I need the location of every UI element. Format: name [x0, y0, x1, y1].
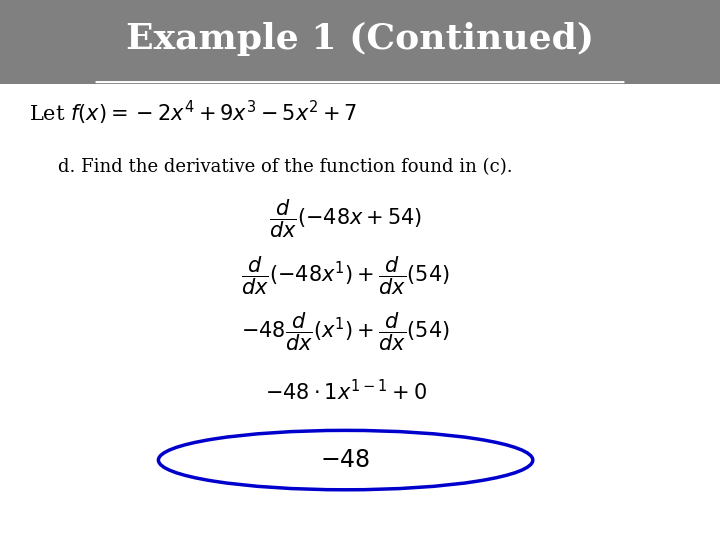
FancyBboxPatch shape	[0, 0, 720, 84]
Text: $-48$: $-48$	[320, 449, 371, 471]
Text: $-48\dfrac{d}{dx}(x^1) + \dfrac{d}{dx}(54)$: $-48\dfrac{d}{dx}(x^1) + \dfrac{d}{dx}(5…	[241, 311, 450, 353]
Text: $\dfrac{d}{dx}(-48x^1) + \dfrac{d}{dx}(54)$: $\dfrac{d}{dx}(-48x^1) + \dfrac{d}{dx}(5…	[241, 254, 450, 296]
Text: $\dfrac{d}{dx}(-48x + 54)$: $\dfrac{d}{dx}(-48x + 54)$	[269, 198, 422, 240]
Text: d. Find the derivative of the function found in (c).: d. Find the derivative of the function f…	[58, 158, 512, 177]
Text: Example 1 (Continued): Example 1 (Continued)	[126, 22, 594, 56]
Text: Let $f(x) = -2x^4 + 9x^3 - 5x^2 + 7$: Let $f(x) = -2x^4 + 9x^3 - 5x^2 + 7$	[29, 99, 357, 127]
Text: $-48 \cdot 1x^{1-1} + 0$: $-48 \cdot 1x^{1-1} + 0$	[264, 379, 427, 404]
